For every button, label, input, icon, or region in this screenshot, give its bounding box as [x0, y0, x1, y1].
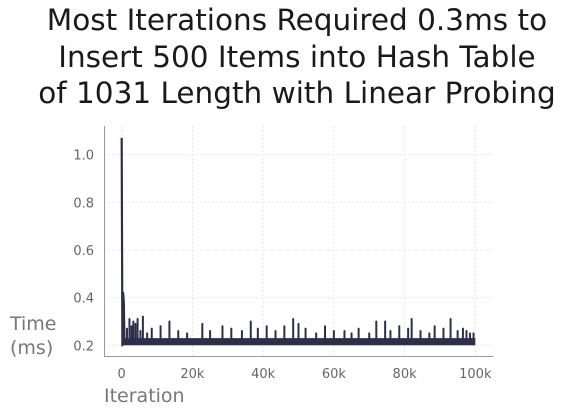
chart-title-line-2: Insert 500 Items into Hash Table	[58, 39, 536, 74]
y-tick-label: 0.4	[73, 292, 94, 307]
chart-title-line-1: Most Iterations Required 0.3ms to	[46, 3, 548, 37]
x-tick-label: 80k	[393, 367, 418, 382]
chart-title-line-3: of 1031 Length with Linear Probing	[38, 76, 556, 111]
x-tick-label: 0	[118, 367, 126, 382]
y-tick-label: 1.0	[73, 149, 94, 164]
series-layer	[120, 137, 476, 347]
tick-labels: 0.2 0.4 0.6 0.8 1.0 0 20k 40k 60k 80k 100k	[73, 149, 492, 382]
y-tick-label: 0.6	[73, 244, 94, 259]
x-tick-label: 40k	[251, 367, 276, 382]
y-axis-label-line-1: Time	[9, 313, 57, 335]
x-tick-label: 20k	[180, 367, 205, 382]
y-axis-label-line-2: (ms)	[10, 337, 53, 359]
series-noise-band	[121, 338, 476, 346]
x-tick-label: 60k	[322, 367, 347, 382]
axes	[104, 126, 493, 357]
y-tick-label: 0.2	[73, 339, 94, 354]
chart-title: Most Iterations Required 0.3ms to Insert…	[0, 2, 588, 112]
series-initial-line	[120, 137, 126, 347]
x-tick-label: 100k	[459, 367, 492, 382]
x-axis-label: Iteration	[104, 385, 185, 407]
grid	[104, 126, 493, 356]
y-tick-label: 0.8	[73, 196, 94, 211]
